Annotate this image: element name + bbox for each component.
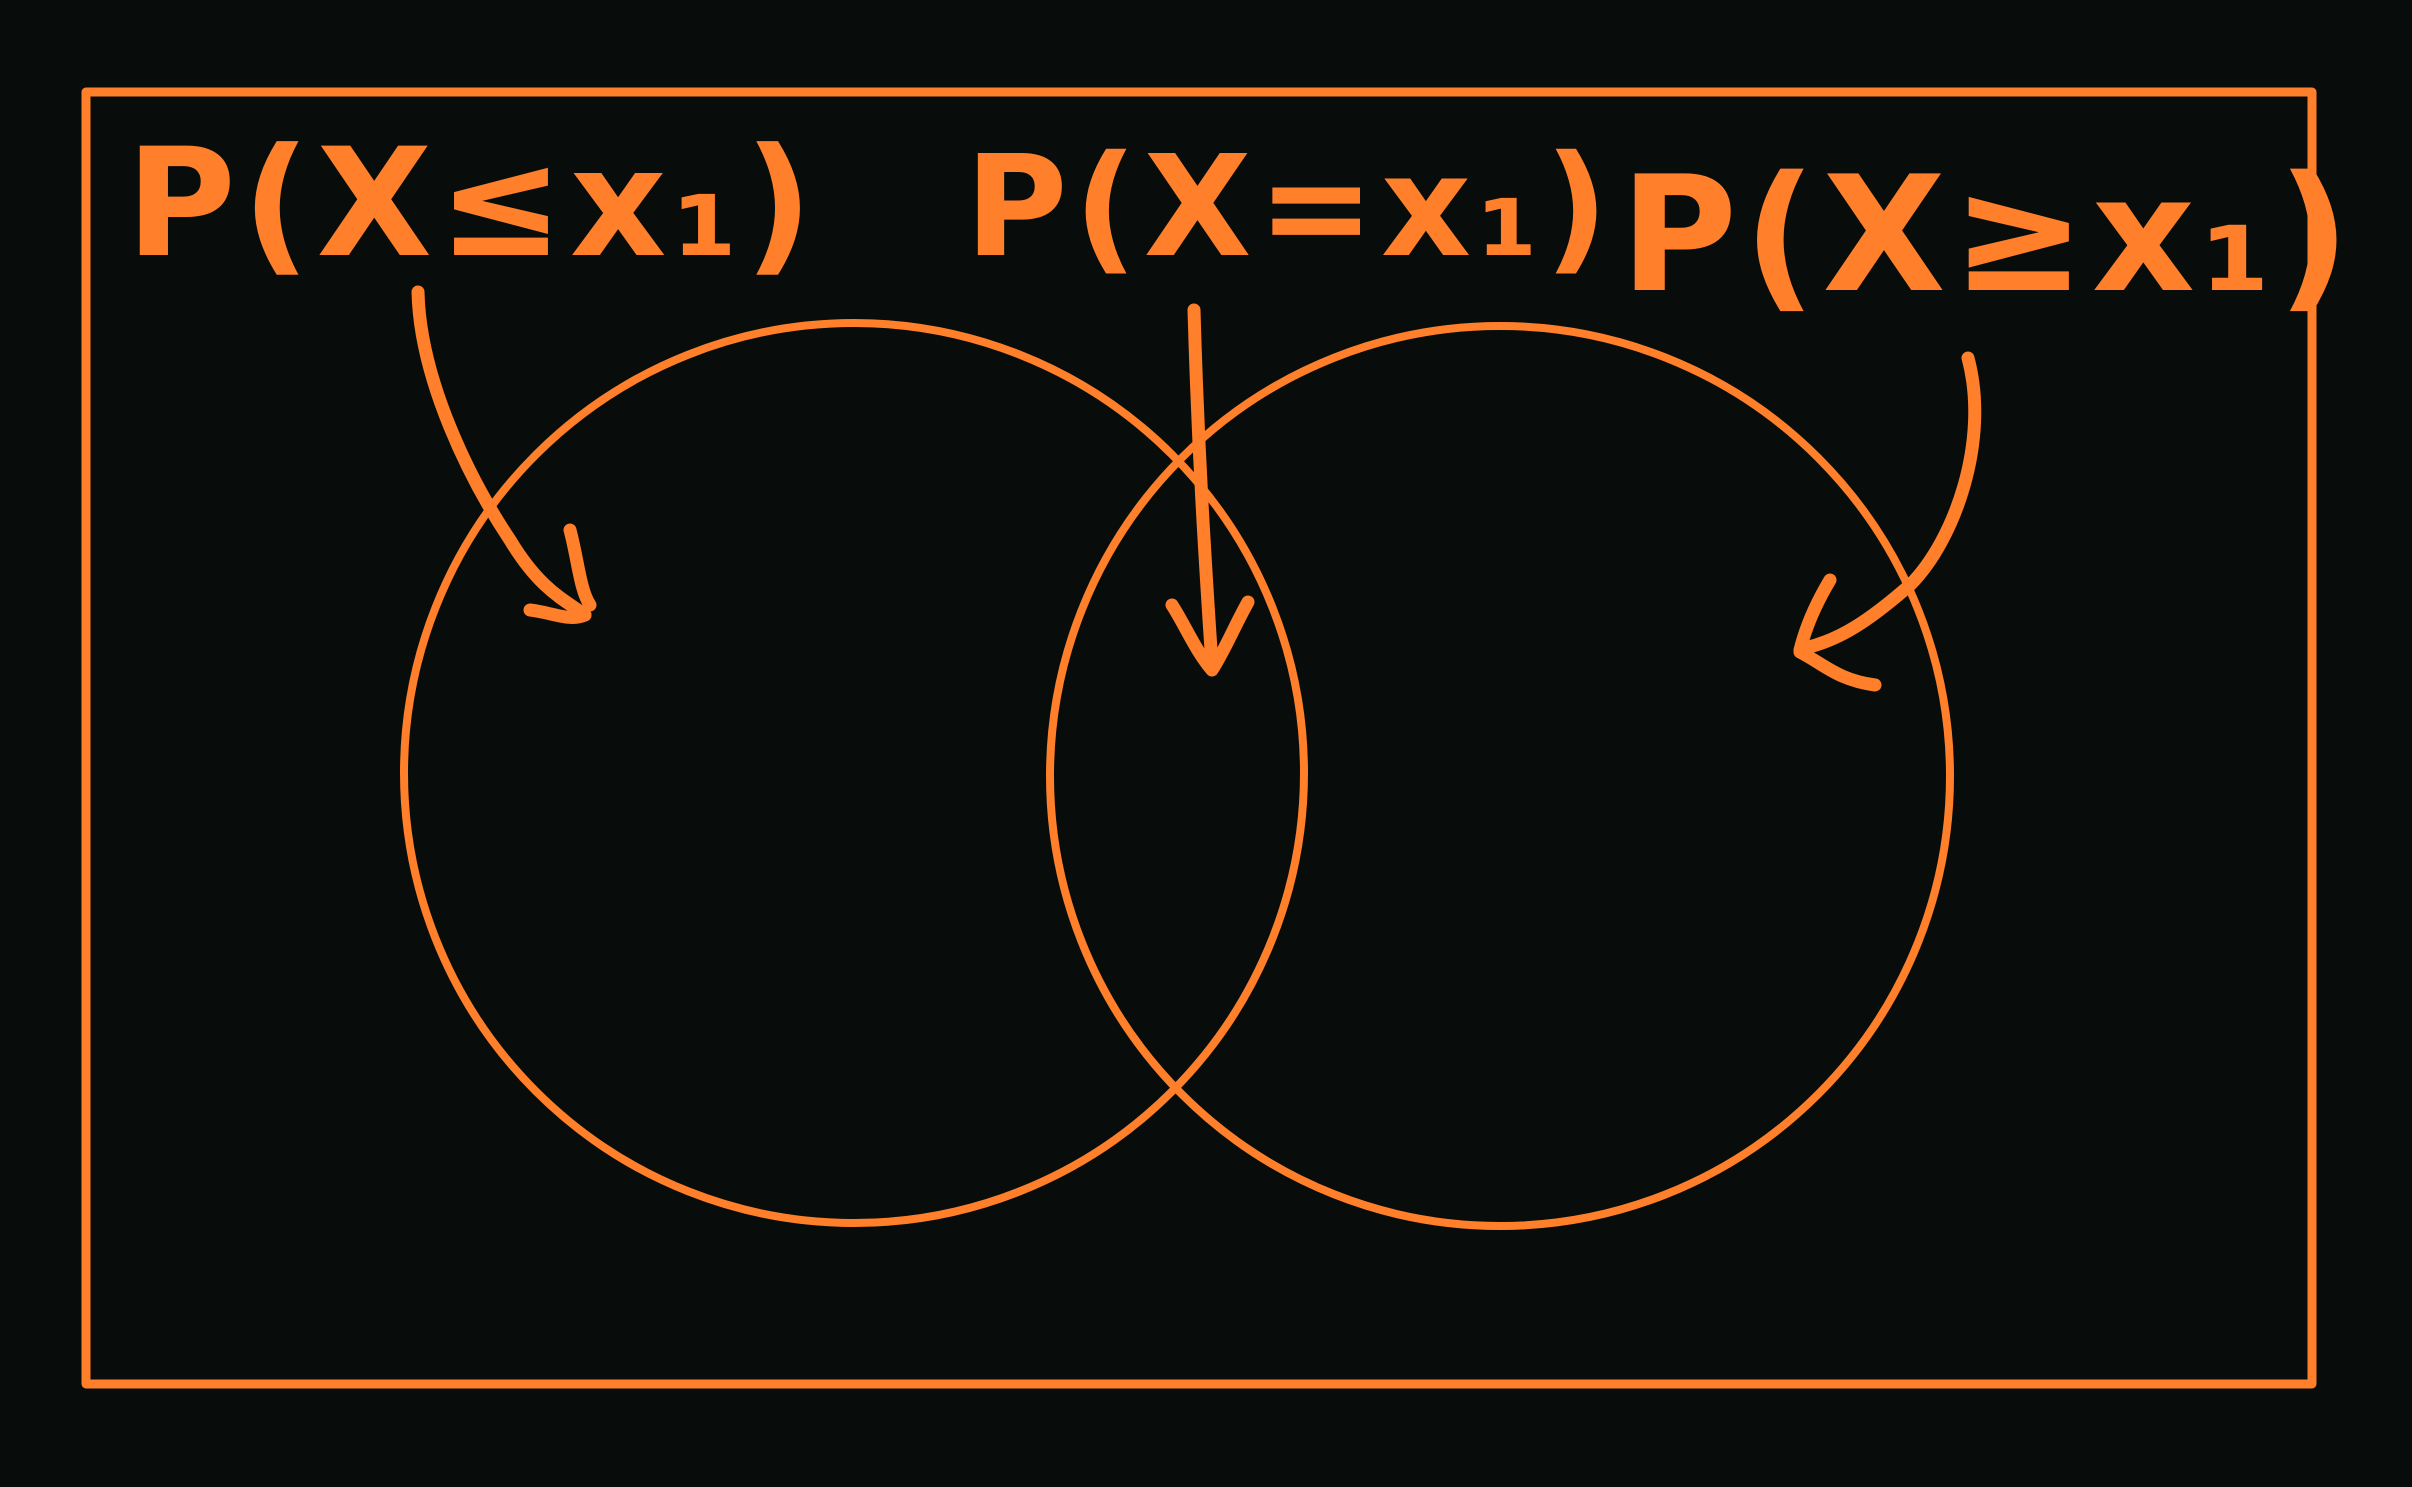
arrow-middle-to-intersection (1187, 303, 1219, 672)
sample-space-frame (81, 87, 2317, 1389)
arrow-left-to-circle (411, 285, 592, 622)
arrow-left-head-icon (523, 523, 597, 624)
left-circle (400, 319, 1308, 1227)
right-circle (1046, 322, 1954, 1230)
arrow-right-head-icon (1793, 573, 1882, 692)
arrow-right-to-circle (1798, 351, 1982, 655)
label-p-x-less-equal-x1: P(X≤x₁) (126, 117, 819, 291)
label-p-x-equal-x1: P(X=x₁) (965, 126, 1614, 289)
label-p-x-greater-equal-x1: P(X≥x₁) (1620, 141, 2356, 328)
arrow-middle-head-icon (1165, 595, 1255, 677)
